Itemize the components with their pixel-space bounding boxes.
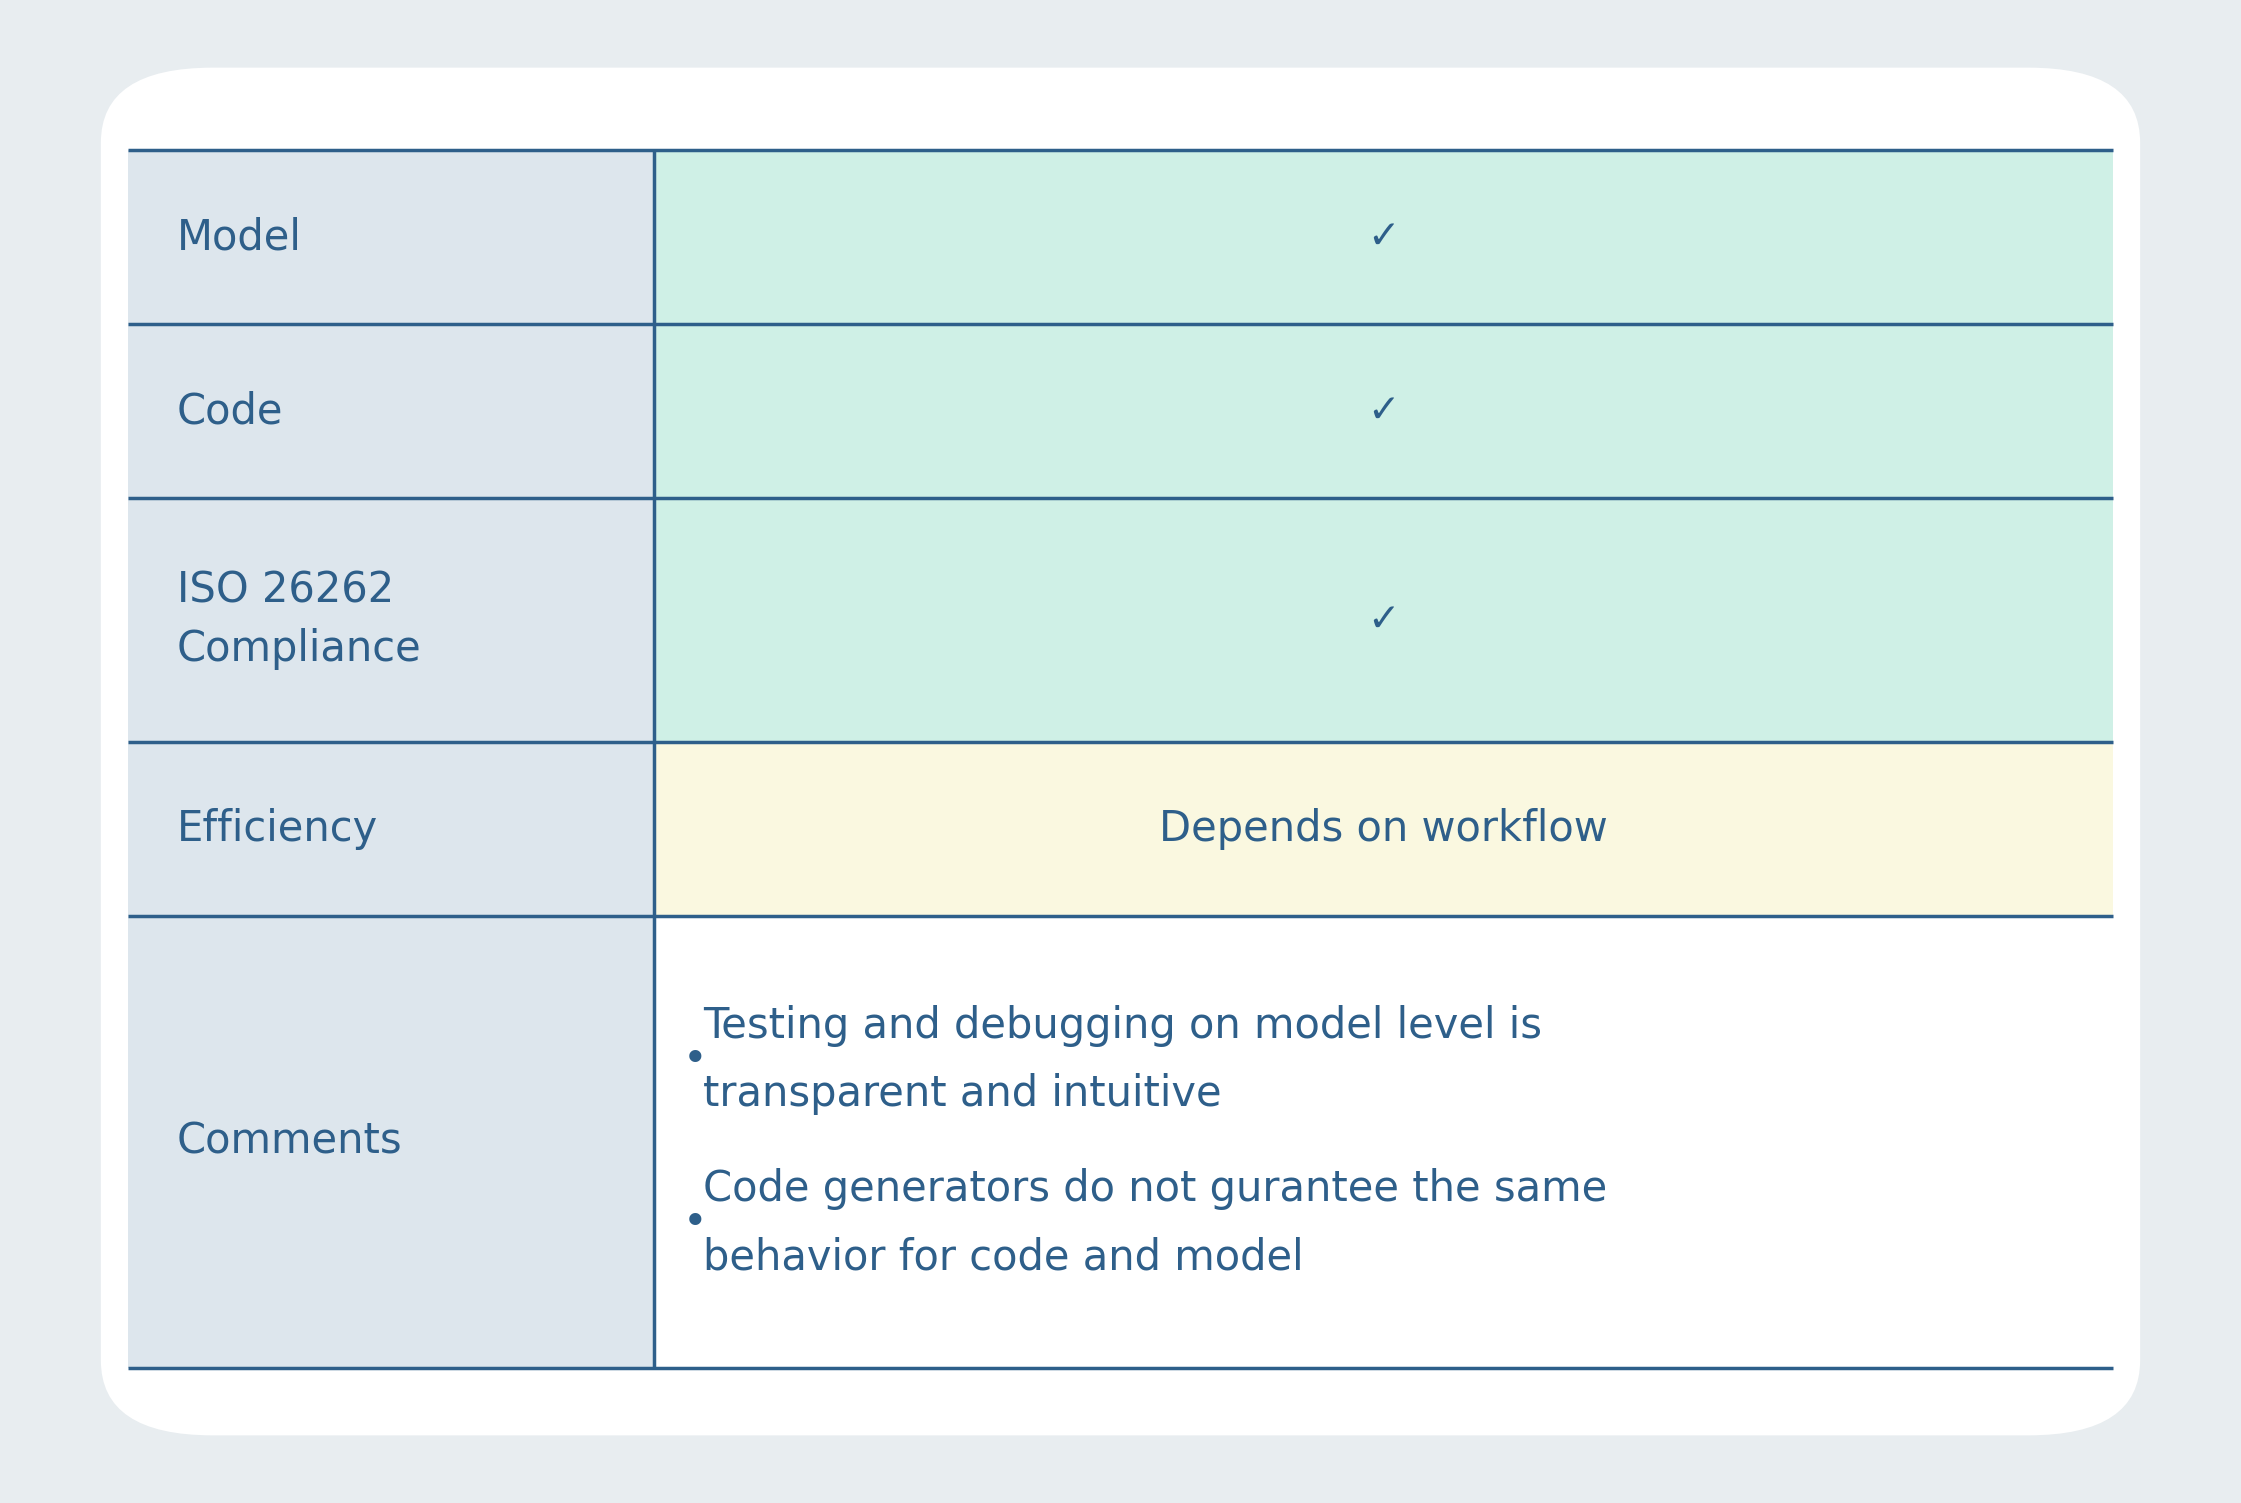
Text: Code: Code — [177, 391, 285, 433]
Text: ISO 26262
Compliance: ISO 26262 Compliance — [177, 570, 421, 670]
Polygon shape — [654, 741, 2113, 915]
Text: Model: Model — [177, 216, 303, 259]
Text: Efficiency: Efficiency — [177, 807, 379, 849]
Text: Depends on workflow: Depends on workflow — [1159, 807, 1609, 849]
Text: •: • — [684, 1202, 708, 1244]
Text: Code generators do not gurantee the same
behavior for code and model: Code generators do not gurantee the same… — [704, 1168, 1607, 1278]
Polygon shape — [128, 325, 654, 497]
Polygon shape — [654, 150, 2113, 325]
Text: ✓: ✓ — [1367, 218, 1401, 256]
Text: Comments: Comments — [177, 1121, 403, 1163]
Polygon shape — [128, 497, 654, 741]
Polygon shape — [128, 741, 654, 915]
Text: ✓: ✓ — [1367, 601, 1401, 639]
Polygon shape — [128, 150, 654, 325]
Text: Testing and debugging on model level is
transparent and intuitive: Testing and debugging on model level is … — [704, 1006, 1542, 1115]
Text: ✓: ✓ — [1367, 392, 1401, 430]
Polygon shape — [128, 915, 654, 1368]
Polygon shape — [654, 915, 2113, 1368]
Polygon shape — [654, 497, 2113, 741]
Text: •: • — [684, 1039, 708, 1081]
Polygon shape — [654, 325, 2113, 497]
FancyBboxPatch shape — [101, 68, 2140, 1435]
